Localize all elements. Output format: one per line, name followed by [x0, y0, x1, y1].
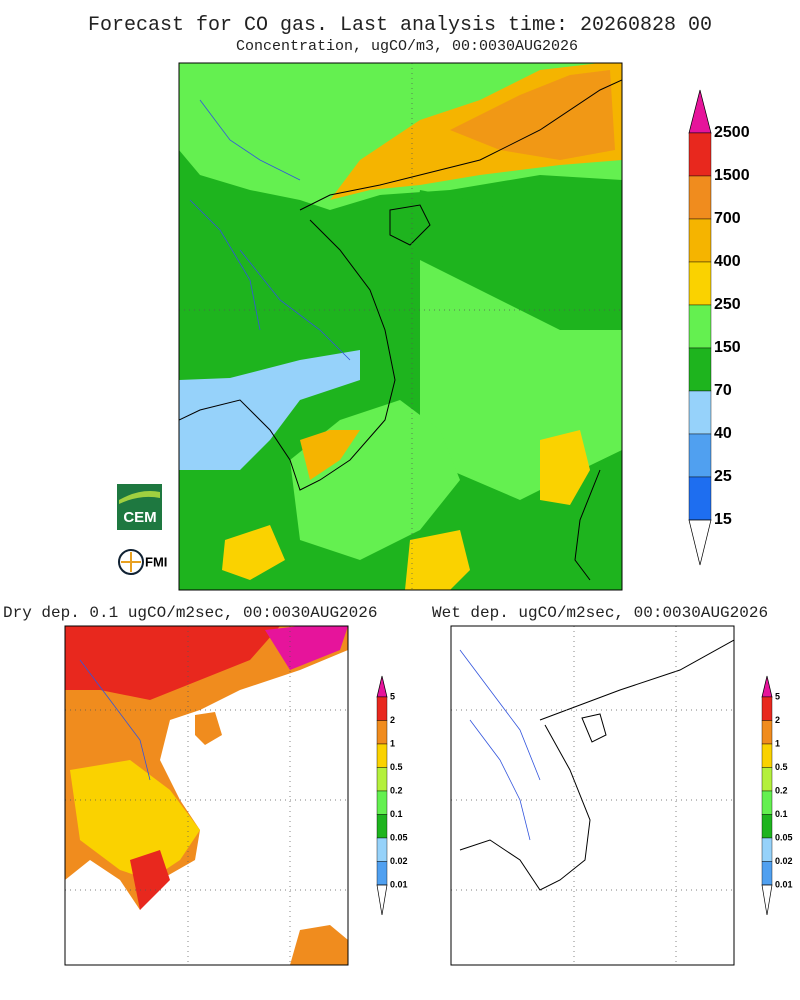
- legend-band: [376, 837, 388, 862]
- legend-band: [688, 304, 712, 349]
- legend-bottom-triangle: [376, 884, 388, 916]
- legend-band: [761, 790, 773, 815]
- legend-band: [376, 790, 388, 815]
- legend-label: 5: [775, 691, 780, 701]
- legend-band: [376, 696, 388, 721]
- page-title: Forecast for CO gas. Last analysis time:…: [88, 14, 712, 37]
- legend-band: [376, 861, 388, 886]
- legend-band: [688, 347, 712, 392]
- legend-band: [761, 696, 773, 721]
- legend-band: [688, 132, 712, 177]
- legend-label: 250: [714, 296, 741, 313]
- legend-band: [688, 175, 712, 220]
- legend-label: 700: [714, 210, 741, 227]
- fmi-logo: FMI: [118, 549, 167, 575]
- legend-label: 2500: [714, 124, 750, 141]
- legend-label: 0.1: [390, 809, 403, 819]
- legend-label: 5: [390, 691, 395, 701]
- legend-label: 1: [775, 738, 780, 748]
- legend-label: 0.01: [775, 879, 793, 889]
- legend-label: 25: [714, 468, 732, 485]
- dry-map: [64, 625, 349, 966]
- legend-band: [688, 433, 712, 478]
- legend-band: [376, 767, 388, 792]
- legend-band: [761, 814, 773, 839]
- legend-band: [761, 720, 773, 745]
- main-map-title: Concentration, ugCO/m3, 00:0030AUG2026: [236, 38, 578, 55]
- legend-label: 0.05: [775, 832, 793, 842]
- legend-band: [761, 861, 773, 886]
- legend-label: 70: [714, 382, 732, 399]
- legend-label: 15: [714, 511, 732, 528]
- dry-map-title: Dry dep. 0.1 ugCO/m2sec, 00:0030AUG2026: [3, 604, 377, 622]
- fmi-logo-text: FMI: [145, 554, 167, 569]
- legend-label: 1: [390, 738, 395, 748]
- legend-label: 0.2: [775, 785, 788, 795]
- legend-label: 0.5: [775, 762, 788, 772]
- legend-label: 2: [775, 715, 780, 725]
- legend-band: [761, 743, 773, 768]
- legend-label: 1500: [714, 167, 750, 184]
- legend-band: [688, 261, 712, 306]
- legend-label: 2: [390, 715, 395, 725]
- legend-top-triangle: [688, 89, 712, 134]
- legend-band: [688, 218, 712, 263]
- legend-bottom-triangle: [761, 884, 773, 916]
- legend-label: 0.01: [390, 879, 408, 889]
- legend-band: [761, 767, 773, 792]
- legend-bottom-triangle: [688, 519, 712, 566]
- legend-band: [761, 837, 773, 862]
- legend-band: [376, 743, 388, 768]
- legend-label: 150: [714, 339, 741, 356]
- legend-label: 0.2: [390, 785, 403, 795]
- legend-band: [688, 476, 712, 521]
- legend-label: 0.05: [390, 832, 408, 842]
- legend-band: [376, 814, 388, 839]
- wet-map-title: Wet dep. ugCO/m2sec, 00:0030AUG2026: [432, 604, 768, 622]
- legend-top-triangle: [761, 675, 773, 698]
- main-map: [178, 62, 623, 591]
- legend-label: 0.02: [775, 856, 793, 866]
- wet-map: [450, 625, 735, 966]
- legend-label: 0.1: [775, 809, 788, 819]
- legend-band: [376, 720, 388, 745]
- legend-top-triangle: [376, 675, 388, 698]
- cem-logo: CEM: [117, 484, 162, 530]
- legend-label: 400: [714, 253, 741, 270]
- legend-label: 0.5: [390, 762, 403, 772]
- legend-label: 0.02: [390, 856, 408, 866]
- legend-label: 40: [714, 425, 732, 442]
- cem-logo-text: CEM: [123, 509, 156, 526]
- legend-band: [688, 390, 712, 435]
